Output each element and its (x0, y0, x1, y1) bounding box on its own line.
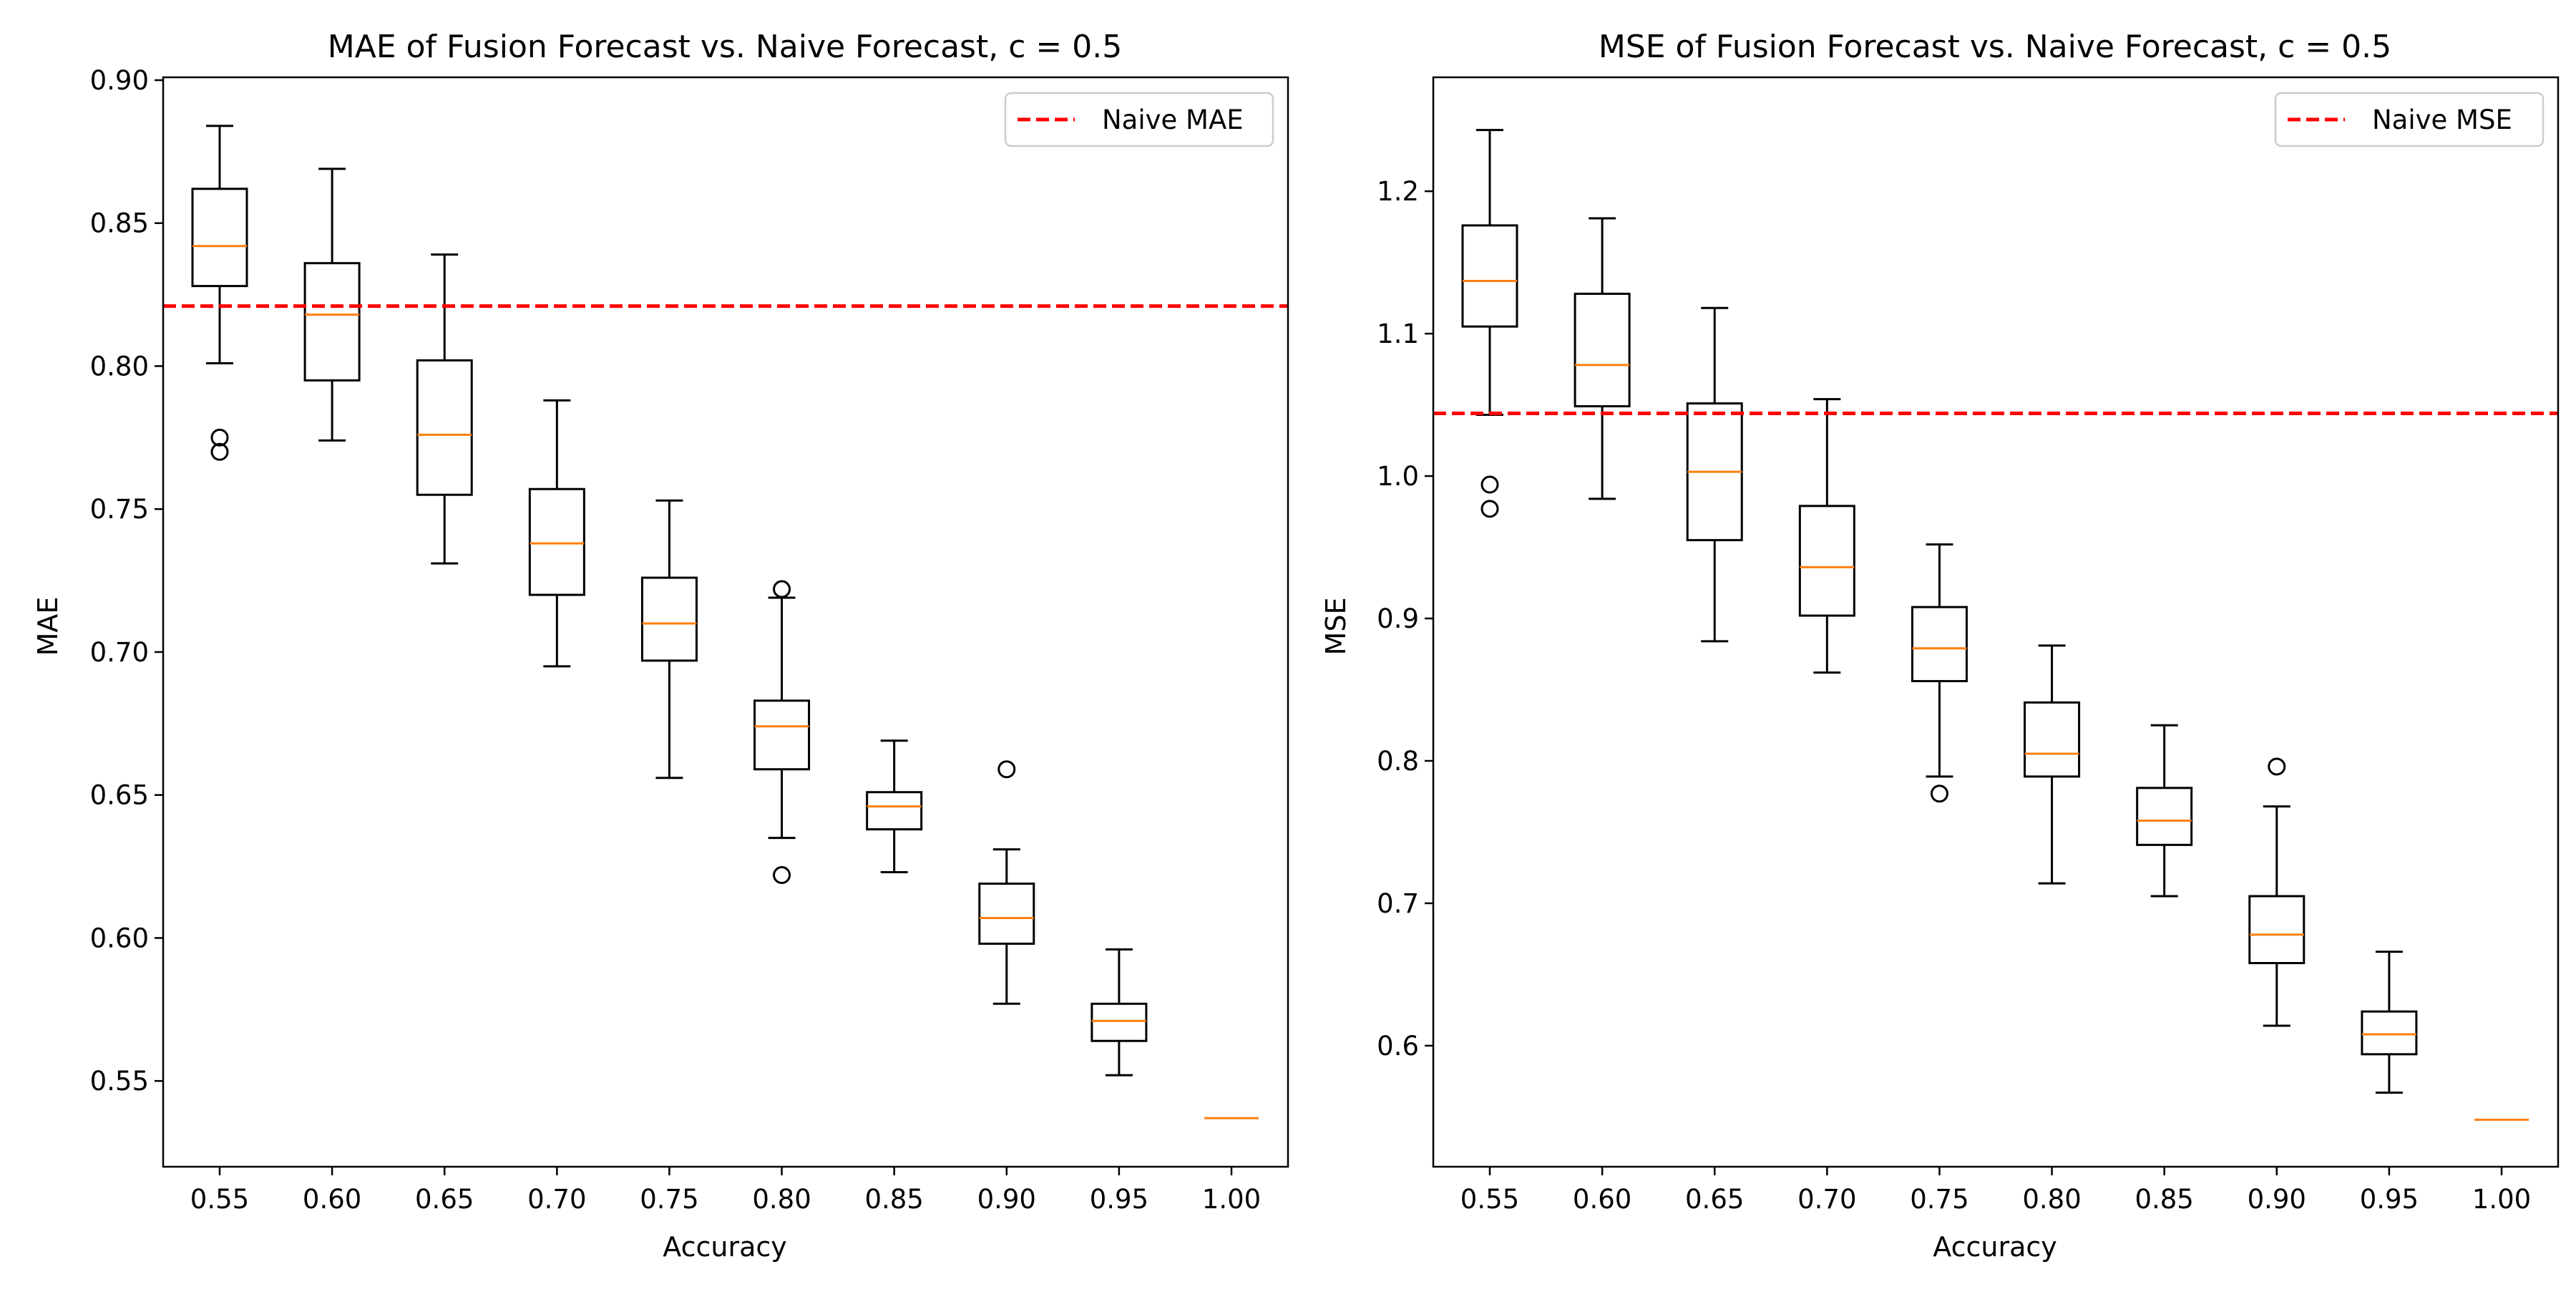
mse-x-tick-label: 0.80 (2022, 1184, 2081, 1215)
mse-box-group (2248, 757, 2306, 1027)
mae-iqr-box (303, 262, 361, 382)
mae-panel: MAE of Fusion Forecast vs. Naive Forecas… (32, 29, 1289, 1263)
mse-box-group (1798, 398, 1855, 674)
mse-y-tick-label: 1.0 (1377, 461, 1419, 492)
mse-iqr-box (1798, 505, 1855, 617)
mae-y-tick-label: 0.60 (90, 923, 149, 953)
mse-x-tick-label: 0.85 (2135, 1184, 2193, 1215)
mse-y-tick-label: 0.9 (1377, 603, 1419, 634)
mse-iqr-box (2024, 701, 2081, 778)
mae-x-tick-label: 0.75 (640, 1184, 698, 1215)
mse-iqr-box (2361, 1010, 2418, 1056)
mae-outlier-point (997, 760, 1016, 779)
mse-legend-box (2274, 92, 2545, 147)
mae-box-group (191, 125, 248, 461)
mse-outlier-point (1930, 785, 1948, 803)
mae-iqr-box (866, 791, 923, 831)
mse-x-tick-label: 0.95 (2360, 1184, 2419, 1215)
mse-box-group (1574, 217, 1631, 500)
mae-outlier-point (773, 866, 791, 885)
mae-box-group (416, 253, 473, 565)
mae-outlier-point (210, 428, 229, 447)
mae-x-tick-label: 0.60 (303, 1184, 361, 1215)
mae-iqr-box (416, 359, 473, 496)
mse-legend-label: Naive MSE (2372, 105, 2512, 135)
mse-y-axis-label: MSE (1320, 598, 1352, 656)
mse-y-tick-label: 1.1 (1377, 319, 1419, 349)
mse-y-tick-label: 0.7 (1377, 888, 1419, 919)
mse-iqr-box (1574, 292, 1631, 408)
mae-box-group (753, 580, 811, 885)
mae-x-tick-label: 0.70 (527, 1184, 586, 1215)
mse-outlier-point (2268, 757, 2286, 776)
mae-box-group (640, 499, 698, 779)
mae-iqr-box (640, 576, 698, 662)
mse-box-group (1686, 306, 1743, 643)
mae-iqr-box (528, 487, 585, 596)
mae-box-group (866, 739, 923, 874)
mse-iqr-box (1911, 606, 1968, 683)
mse-outlier-point (1480, 475, 1499, 494)
mse-y-tick-label: 0.8 (1377, 746, 1419, 777)
mae-box-group (303, 167, 361, 442)
mae-y-tick-label: 0.75 (90, 494, 149, 525)
mae-box-group (1091, 948, 1148, 1077)
mse-panel: MSE of Fusion Forecast vs. Naive Forecas… (1320, 29, 2560, 1263)
mae-iqr-box (191, 188, 248, 288)
mae-iqr-box (978, 883, 1035, 945)
mae-y-tick-label: 0.70 (90, 637, 149, 668)
mae-y-tick-label: 0.65 (90, 780, 149, 811)
mae-y-axis-label: MAE (32, 597, 64, 656)
mae-x-tick-label: 1.00 (1202, 1184, 1261, 1215)
mse-y-tick-label: 0.6 (1377, 1031, 1419, 1062)
mse-box-group (1911, 543, 1968, 803)
mae-box-group (978, 760, 1035, 1005)
mae-x-tick-label: 0.85 (864, 1184, 923, 1215)
mae-x-tick-label: 0.95 (1090, 1184, 1148, 1215)
mse-x-axis-label: Accuracy (1933, 1231, 2057, 1263)
mae-legend: Naive MAE (1004, 92, 1274, 147)
mse-box-group (1461, 129, 1518, 518)
mae-plot-area: 0.55 0.60 0.65 0.70 0.75 0.80 0.85 0.90 0.55 0.60… (90, 65, 1289, 1215)
mse-plot-area: 0.6 0.7 0.8 0.9 1.0 1.1 1.2 0.55 0.60 0.65 0.70 0.7… (1377, 76, 2560, 1215)
mse-iqr-box (2136, 787, 2193, 846)
mae-axes-frame (162, 76, 1289, 1168)
mse-axes-frame (1432, 76, 2560, 1168)
mae-iqr-box (1091, 1002, 1148, 1042)
mse-box-group (2136, 724, 2193, 898)
mae-box-group (528, 399, 585, 668)
mse-chart-title: MSE of Fusion Forecast vs. Naive Forecas… (1599, 29, 2391, 65)
mse-iqr-box (1461, 224, 1518, 328)
mse-x-tick-label: 0.70 (1797, 1184, 1856, 1215)
mae-x-tick-label: 0.90 (977, 1184, 1036, 1215)
mae-y-tick-label: 0.80 (90, 351, 149, 382)
mse-x-tick-label: 0.60 (1573, 1184, 1631, 1215)
mse-box-group (2024, 644, 2081, 885)
mae-chart-title: MAE of Fusion Forecast vs. Naive Forecas… (328, 29, 1122, 65)
mse-x-tick-label: 0.75 (1910, 1184, 1968, 1215)
mse-x-tick-label: 0.65 (1685, 1184, 1744, 1215)
mae-x-tick-label: 0.55 (190, 1184, 249, 1215)
mse-x-tick-label: 1.00 (2472, 1184, 2531, 1215)
mae-x-tick-label: 0.80 (752, 1184, 811, 1215)
mae-outlier-point (210, 442, 229, 461)
mae-x-axis-label: Accuracy (663, 1231, 787, 1263)
mae-y-tick-label: 0.55 (90, 1066, 149, 1097)
mae-y-tick-label: 0.90 (90, 65, 149, 96)
mae-legend-box (1004, 92, 1274, 147)
mse-box-group (2361, 951, 2418, 1094)
mse-x-tick-label: 0.55 (1460, 1184, 1519, 1215)
mse-iqr-box (2248, 895, 2306, 964)
mae-x-tick-label: 0.65 (415, 1184, 474, 1215)
mae-iqr-box (753, 699, 811, 771)
mse-legend: Naive MSE (2274, 92, 2545, 147)
mae-outlier-point (773, 580, 791, 598)
mae-y-tick-label: 0.85 (90, 208, 149, 239)
mse-y-tick-label: 1.2 (1377, 176, 1419, 207)
mse-outlier-point (1480, 500, 1499, 518)
mse-x-tick-label: 0.90 (2248, 1184, 2306, 1215)
mae-legend-label: Naive MAE (1102, 105, 1244, 135)
